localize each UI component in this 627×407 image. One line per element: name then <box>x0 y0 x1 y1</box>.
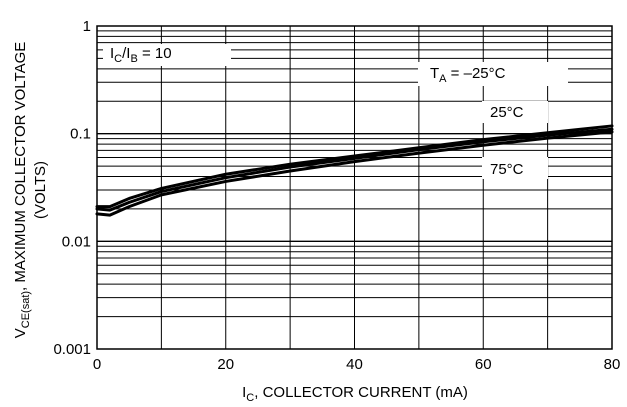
condition-label: IC/IB = 10 <box>103 44 231 66</box>
series-line-0 <box>95 124 614 209</box>
svg-text:25°C: 25°C <box>490 104 524 121</box>
x-axis-title: IC, COLLECTOR CURRENT (mA) <box>242 384 468 404</box>
y-tick-label: 0.1 <box>70 126 91 143</box>
y-tick-label: 0.01 <box>62 233 91 250</box>
svg-text:75°C: 75°C <box>490 161 524 178</box>
x-tick-label: 20 <box>217 356 234 373</box>
y-tick-label: 1 <box>83 18 91 35</box>
y-axis-title-unit: (VOLTS) <box>32 161 49 219</box>
series-label-minus25: TA = –25°C <box>418 62 568 86</box>
x-tick-label: 40 <box>346 356 363 373</box>
x-tick-label: 0 <box>93 356 101 373</box>
y-tick-label: 0.001 <box>53 341 91 358</box>
x-tick-label: 60 <box>475 356 492 373</box>
series-label-25: 25°C <box>482 101 548 123</box>
plot-frame <box>96 25 613 350</box>
svg-text:TA = –25°C: TA = –25°C <box>430 65 506 85</box>
series-label-75: 75°C <box>482 157 548 179</box>
y-tick-labels: 0.001 0.01 0.1 1 <box>53 18 91 358</box>
series-line-2 <box>95 130 614 217</box>
series-group <box>95 124 614 217</box>
x-tick-labels: 0 20 40 60 80 <box>93 356 621 373</box>
series-line-1 <box>95 127 614 212</box>
x-tick-label: 80 <box>604 356 621 373</box>
y-axis-title: VCE(sat), MAXIMUM COLLECTOR VOLTAGE <box>12 42 32 339</box>
svg-text:IC/IB = 10: IC/IB = 10 <box>110 45 172 65</box>
